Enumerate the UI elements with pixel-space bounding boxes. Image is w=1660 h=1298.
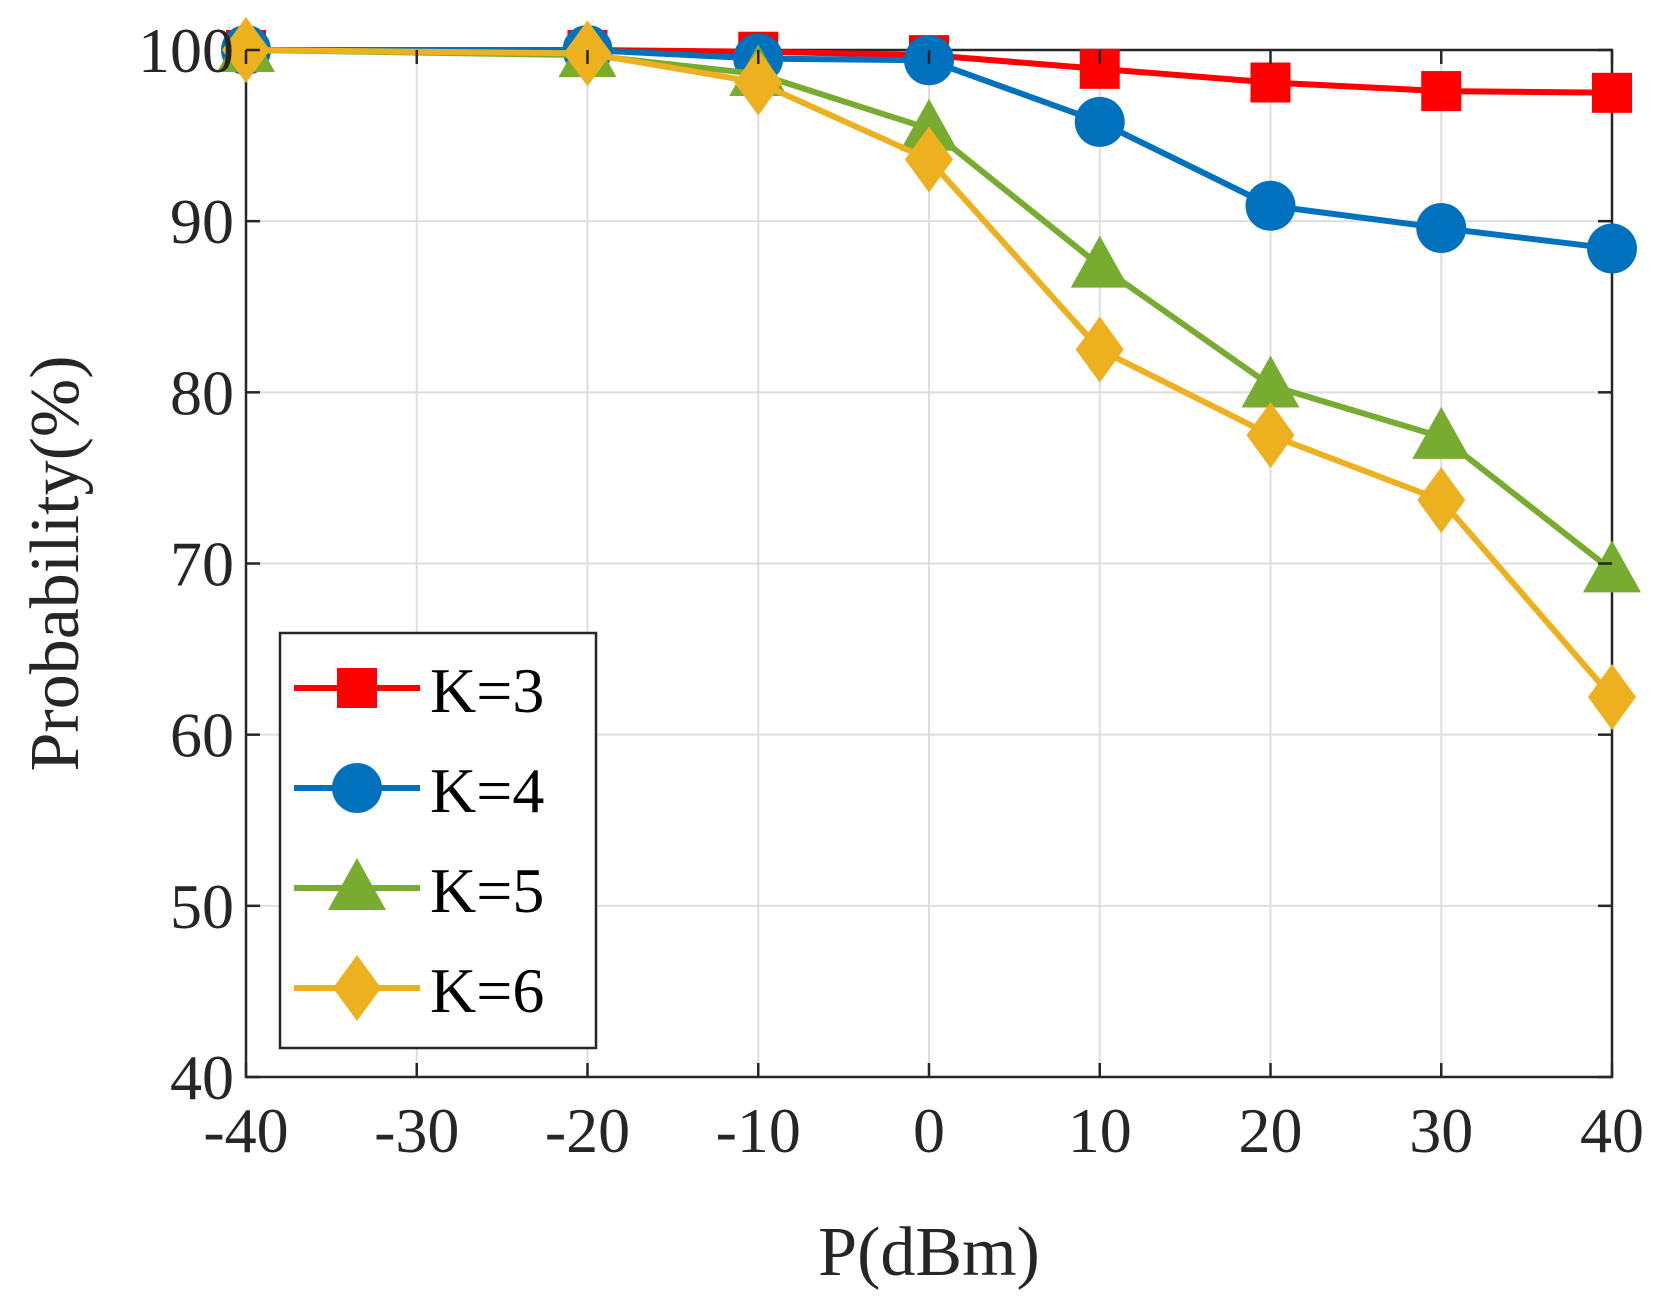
legend-item: K=5: [294, 855, 544, 926]
y-tick-label: 50: [170, 871, 234, 942]
legend-label: K=3: [430, 655, 544, 726]
y-tick-label: 100: [138, 15, 234, 86]
data-point: [1588, 664, 1636, 731]
y-tick-label: 80: [170, 357, 234, 428]
legend-marker: [337, 668, 377, 708]
data-point: [1592, 72, 1632, 113]
data-point: [1416, 203, 1467, 254]
x-tick-label: -40: [203, 1095, 288, 1166]
legend-item: K=3: [294, 655, 544, 726]
legend-item: K=4: [294, 755, 544, 826]
data-point: [1070, 235, 1129, 288]
legend: K=3 K=4 K=5 K=6: [278, 631, 598, 1050]
data-point: [1421, 71, 1462, 112]
data-point: [900, 98, 958, 151]
series-line: [246, 47, 1613, 252]
legend-marker: [328, 858, 386, 910]
legend-item: K=6: [294, 955, 544, 1026]
tick-labels: -40 -30 -20 -10 0 10 20 30 40 40 50 60 70 80 90 100: [138, 15, 1644, 1166]
x-tick-label: -10: [716, 1095, 801, 1166]
x-tick-label: -30: [374, 1095, 459, 1166]
x-axis-title: P(dBm): [818, 1214, 1040, 1291]
data-point: [1075, 316, 1124, 383]
y-tick-label: 70: [170, 529, 234, 600]
data-point: [1583, 540, 1641, 593]
data-point: [1417, 467, 1466, 534]
data-point: [1074, 96, 1125, 147]
data-point: [1587, 223, 1637, 274]
legend-marker: [333, 955, 381, 1021]
y-axis-title: Probability(%): [17, 355, 94, 771]
series-line: [245, 47, 1615, 699]
x-tick-label: 10: [1068, 1095, 1132, 1166]
data-point: [1250, 62, 1291, 103]
x-tick-label: 30: [1409, 1095, 1473, 1166]
data-point: [1412, 406, 1471, 459]
legend-label: K=5: [430, 855, 544, 926]
y-tick-label: 60: [170, 700, 234, 771]
legend-label: K=6: [430, 955, 544, 1026]
data-point: [1241, 355, 1300, 408]
x-tick-label: 40: [1580, 1095, 1644, 1166]
data-point: [1246, 402, 1295, 469]
x-tick-label: 20: [1239, 1095, 1303, 1166]
data-point: [734, 49, 783, 116]
data-point: [905, 126, 953, 193]
y-tick-label: 90: [170, 186, 234, 257]
x-tick-label: -20: [545, 1095, 630, 1166]
data-point: [1245, 180, 1296, 231]
legend-box: [278, 631, 598, 1050]
legend-marker: [332, 763, 382, 813]
series-K=6: [222, 17, 1636, 731]
y-tick-label: 40: [170, 1042, 234, 1113]
legend-label: K=4: [430, 755, 544, 826]
x-tick-label: 0: [913, 1095, 945, 1166]
